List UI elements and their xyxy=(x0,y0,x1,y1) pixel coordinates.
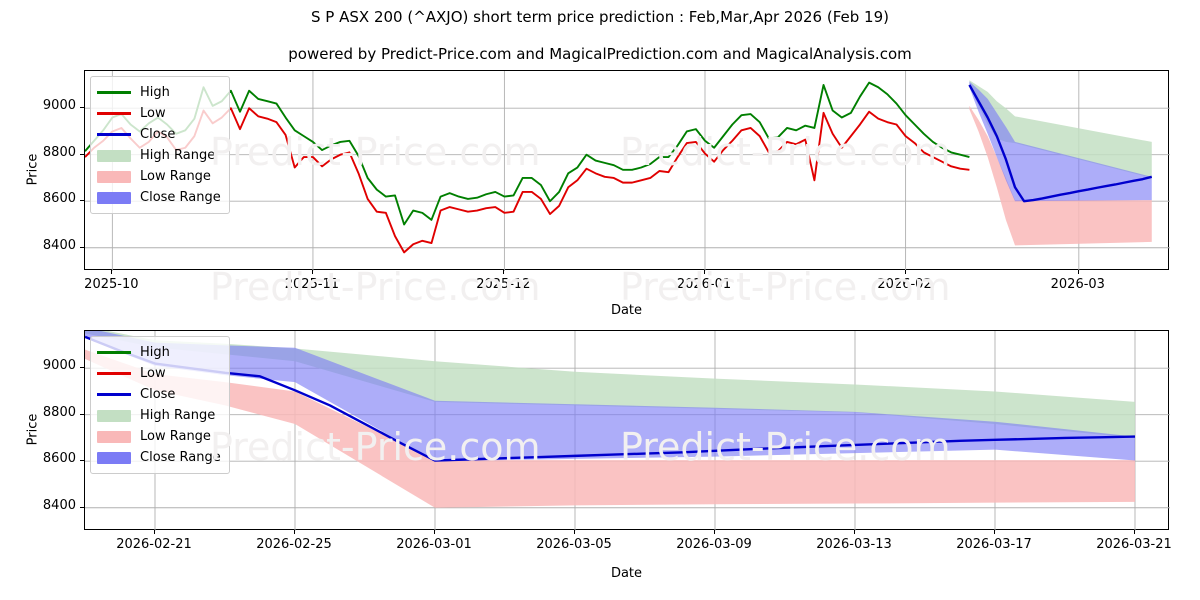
x-tick-mark xyxy=(904,270,906,274)
x-tick-label: 2026-02 xyxy=(877,277,932,292)
x-tick-label: 2026-03 xyxy=(1050,277,1105,292)
legend-item-low: Low xyxy=(97,363,221,384)
legend-item-high-range: High Range xyxy=(97,145,221,166)
y-tick-label: 9000 xyxy=(42,358,76,374)
y-tick-mark xyxy=(80,413,84,415)
x-tick-mark xyxy=(434,530,435,534)
x-tick-label: 2025-10 xyxy=(84,277,139,292)
top-chart-axes xyxy=(84,70,1170,271)
legend-label: Close xyxy=(140,127,176,142)
series-line-close xyxy=(968,84,1153,203)
band-close-range xyxy=(85,331,1135,462)
legend-item-high-range: High Range xyxy=(97,405,221,426)
x-tick-label: 2026-02-25 xyxy=(256,537,332,552)
legend-label: Close Range xyxy=(140,190,221,205)
legend-item-close-range: Close Range xyxy=(97,447,221,468)
y-tick-label: 8600 xyxy=(42,451,76,467)
legend-item-low-range: Low Range xyxy=(97,426,221,447)
legend-label: High xyxy=(140,345,170,360)
legend-label: High xyxy=(140,85,170,100)
y-tick-label: 9000 xyxy=(42,98,76,114)
x-tick-label: 2026-03-21 xyxy=(1096,537,1172,552)
legend-swatch-low-range-icon xyxy=(97,430,131,443)
legend-item-close: Close xyxy=(97,384,221,405)
y-tick-mark xyxy=(80,107,84,109)
y-tick-mark xyxy=(80,246,84,248)
legend-item-close-range: Close Range xyxy=(97,187,221,208)
y-tick-label: 8400 xyxy=(42,497,76,513)
bottom-x-axis-label: Date xyxy=(610,566,643,581)
x-tick-label: 2025-11 xyxy=(284,277,340,292)
x-tick-label: 2026-02-21 xyxy=(116,537,192,552)
y-tick-mark xyxy=(80,506,84,508)
band-close-range xyxy=(969,81,1152,202)
x-tick-mark xyxy=(311,270,313,274)
x-tick-mark xyxy=(574,530,575,534)
x-tick-mark xyxy=(154,530,155,534)
band-high-range xyxy=(85,331,1135,438)
legend-swatch-low-range-icon xyxy=(97,170,131,183)
x-tick-label: 2026-01 xyxy=(676,277,732,292)
x-tick-label: 2026-03-05 xyxy=(536,537,612,552)
legend-label: Low xyxy=(140,106,166,121)
bottom-chart-axes xyxy=(84,330,1170,531)
legend-label: High Range xyxy=(140,408,216,423)
band-low-range xyxy=(969,105,1152,246)
series-line-close xyxy=(85,335,1136,462)
legend-swatch-close-icon xyxy=(97,388,131,401)
y-tick-label: 8600 xyxy=(42,191,76,207)
band-low-range xyxy=(85,349,1135,508)
legend-label: Low Range xyxy=(140,169,211,184)
x-tick-mark xyxy=(714,530,715,534)
x-tick-mark xyxy=(704,270,705,274)
legend-item-high: High xyxy=(97,82,221,103)
legend-swatch-high-range-icon xyxy=(97,409,131,422)
y-tick-mark xyxy=(80,153,84,155)
x-tick-label: 2026-03-01 xyxy=(396,537,472,552)
legend-swatch-close-range-icon xyxy=(97,191,131,204)
y-tick-mark xyxy=(80,367,84,369)
legend-swatch-high-icon xyxy=(97,86,131,99)
legend-label: Low Range xyxy=(140,429,211,444)
legend-label: High Range xyxy=(140,148,216,163)
y-tick-label: 8800 xyxy=(42,144,76,160)
x-tick-label: 2026-03-17 xyxy=(956,537,1032,552)
chart-title: S P ASX 200 (^AXJO) short term price pre… xyxy=(311,8,889,26)
legend-label: Close xyxy=(140,387,176,402)
y-tick-mark xyxy=(80,200,84,202)
x-tick-mark xyxy=(854,530,855,534)
y-tick-label: 8800 xyxy=(42,404,76,420)
legend-swatch-high-range-icon xyxy=(97,149,131,162)
x-tick-mark xyxy=(503,270,505,274)
x-tick-mark xyxy=(1077,270,1079,274)
series-line-low xyxy=(85,107,970,254)
legend-swatch-close-icon xyxy=(97,128,131,141)
legend-label: Low xyxy=(140,366,166,381)
chart-subtitle: powered by Predict-Price.com and Magical… xyxy=(288,45,912,63)
legend-item-close: Close xyxy=(97,124,221,145)
top-x-axis-label: Date xyxy=(610,303,643,318)
x-tick-label: 2025-12 xyxy=(476,277,531,292)
x-tick-mark xyxy=(1134,530,1135,534)
band-high-range xyxy=(969,80,1152,178)
legend-item-low-range: Low Range xyxy=(97,166,221,187)
legend-item-low: Low xyxy=(97,103,221,124)
y-tick-mark xyxy=(80,460,84,462)
legend-swatch-high-icon xyxy=(97,346,131,359)
legend-swatch-low-icon xyxy=(97,367,131,380)
legend-swatch-low-icon xyxy=(97,107,131,120)
legend-item-high: High xyxy=(97,342,221,363)
series-line-high xyxy=(85,81,970,226)
x-tick-mark xyxy=(294,530,295,534)
x-tick-mark xyxy=(111,270,113,274)
bottom-chart-legend: High Low Close High Range Low Range Close Ran… xyxy=(90,336,230,474)
top-chart-legend: High Low Close High Range Low Range Close Ran… xyxy=(90,76,230,214)
x-tick-mark xyxy=(994,530,995,534)
x-tick-label: 2026-03-09 xyxy=(676,537,752,552)
legend-swatch-close-range-icon xyxy=(97,451,131,464)
x-tick-label: 2026-03-13 xyxy=(816,537,892,552)
y-tick-label: 8400 xyxy=(42,237,76,253)
legend-label: Close Range xyxy=(140,450,221,465)
